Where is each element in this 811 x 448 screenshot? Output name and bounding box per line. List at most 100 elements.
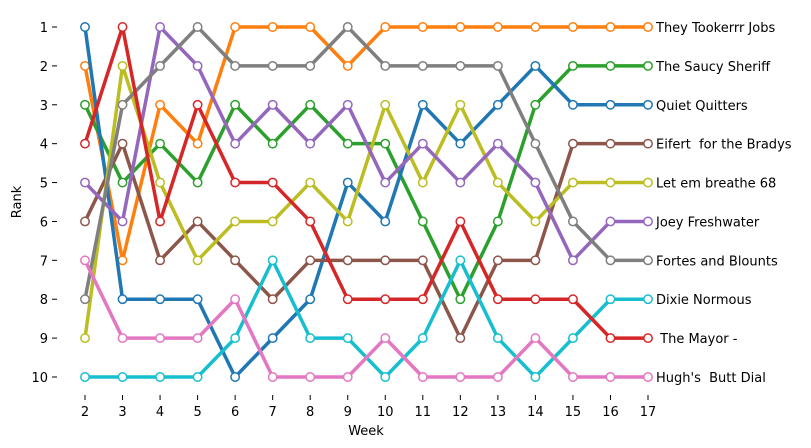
data-point bbox=[192, 22, 203, 32]
data-point bbox=[80, 177, 90, 188]
data-point bbox=[605, 22, 616, 32]
series-label: Eifert for the Bradys bbox=[656, 138, 792, 153]
data-point bbox=[605, 60, 616, 71]
x-axis-title: Week bbox=[348, 424, 384, 439]
data-point bbox=[455, 22, 466, 32]
data-point bbox=[155, 99, 166, 110]
data-point bbox=[305, 294, 316, 305]
x-tick-label: 5 bbox=[193, 405, 201, 420]
data-point bbox=[342, 333, 353, 344]
data-point bbox=[230, 255, 241, 266]
series-line bbox=[83, 25, 650, 263]
data-point bbox=[80, 294, 90, 305]
data-point bbox=[155, 372, 166, 382]
x-tick-label: 9 bbox=[344, 405, 352, 420]
data-point bbox=[267, 294, 278, 305]
x-tick-label: 2 bbox=[81, 405, 89, 420]
data-point bbox=[605, 138, 616, 149]
data-point bbox=[155, 216, 166, 227]
series-line bbox=[83, 25, 650, 301]
data-point bbox=[417, 99, 428, 110]
series-layer bbox=[80, 22, 653, 382]
data-point bbox=[155, 22, 166, 32]
data-point bbox=[80, 138, 90, 149]
data-point bbox=[342, 216, 353, 227]
x-tick-label: 8 bbox=[306, 405, 314, 420]
series-label: Quiet Quitters bbox=[656, 99, 748, 114]
data-point bbox=[643, 22, 653, 32]
y-axis: 1 2 3 4 5 6 7 8 9 10 bbox=[31, 21, 57, 386]
data-point bbox=[492, 99, 503, 110]
data-point bbox=[267, 138, 278, 149]
data-point bbox=[80, 22, 90, 32]
data-point bbox=[117, 333, 128, 344]
series-eifert-for-the-bradys bbox=[80, 138, 653, 344]
data-point bbox=[117, 255, 128, 266]
y-tick-label: 4 bbox=[40, 138, 48, 153]
data-point bbox=[267, 216, 278, 227]
data-point bbox=[80, 372, 90, 382]
series-line bbox=[83, 64, 650, 301]
data-point bbox=[267, 60, 278, 71]
data-point bbox=[80, 60, 90, 71]
data-point bbox=[230, 22, 241, 32]
y-tick-label: 6 bbox=[40, 215, 48, 230]
data-point bbox=[417, 372, 428, 382]
data-point bbox=[342, 177, 353, 188]
data-point bbox=[455, 216, 466, 227]
data-point bbox=[567, 60, 578, 71]
data-point bbox=[492, 60, 503, 71]
series-line bbox=[83, 258, 650, 379]
x-tick-label: 13 bbox=[490, 405, 507, 420]
data-point bbox=[192, 255, 203, 266]
data-point bbox=[80, 99, 90, 110]
data-point bbox=[417, 255, 428, 266]
data-point bbox=[267, 22, 278, 32]
data-point bbox=[342, 255, 353, 266]
y-tick-label: 10 bbox=[31, 371, 48, 386]
data-point bbox=[567, 177, 578, 188]
data-point bbox=[380, 138, 391, 149]
data-point bbox=[192, 60, 203, 71]
data-point bbox=[380, 294, 391, 305]
data-point bbox=[380, 177, 391, 188]
series-label: Hugh's Butt Dial bbox=[656, 371, 766, 386]
data-point bbox=[455, 294, 466, 305]
series-label: The Mayor - bbox=[656, 332, 738, 347]
data-point bbox=[567, 216, 578, 227]
x-tick-label: 10 bbox=[377, 405, 394, 420]
data-point bbox=[643, 99, 653, 110]
data-point bbox=[567, 372, 578, 382]
data-point bbox=[155, 138, 166, 149]
data-point bbox=[455, 177, 466, 188]
series-line bbox=[83, 25, 650, 340]
series-line bbox=[83, 25, 650, 379]
data-point bbox=[267, 99, 278, 110]
data-point bbox=[117, 372, 128, 382]
data-point bbox=[192, 372, 203, 382]
x-tick-label: 14 bbox=[527, 405, 544, 420]
data-point bbox=[455, 255, 466, 266]
data-point bbox=[230, 60, 241, 71]
data-point bbox=[155, 294, 166, 305]
data-point bbox=[117, 177, 128, 188]
data-point bbox=[567, 294, 578, 305]
y-tick-label: 2 bbox=[40, 60, 48, 75]
data-point bbox=[342, 294, 353, 305]
data-point bbox=[342, 138, 353, 149]
series-label: The Saucy Sheriff bbox=[655, 60, 771, 75]
data-point bbox=[305, 22, 316, 32]
data-point bbox=[567, 22, 578, 32]
data-point bbox=[643, 294, 653, 305]
data-point bbox=[643, 60, 653, 71]
series-label: Fortes and Blounts bbox=[656, 254, 778, 269]
data-point bbox=[305, 216, 316, 227]
data-point bbox=[305, 60, 316, 71]
data-point bbox=[530, 255, 541, 266]
x-axis: 2 3 4 5 6 7 8 9 10 11 12 13 14 15 16 17 bbox=[81, 395, 656, 420]
data-point bbox=[305, 372, 316, 382]
series-let-em-breathe-68 bbox=[80, 60, 653, 344]
x-tick-label: 6 bbox=[231, 405, 239, 420]
data-point bbox=[643, 138, 653, 149]
data-point bbox=[455, 99, 466, 110]
